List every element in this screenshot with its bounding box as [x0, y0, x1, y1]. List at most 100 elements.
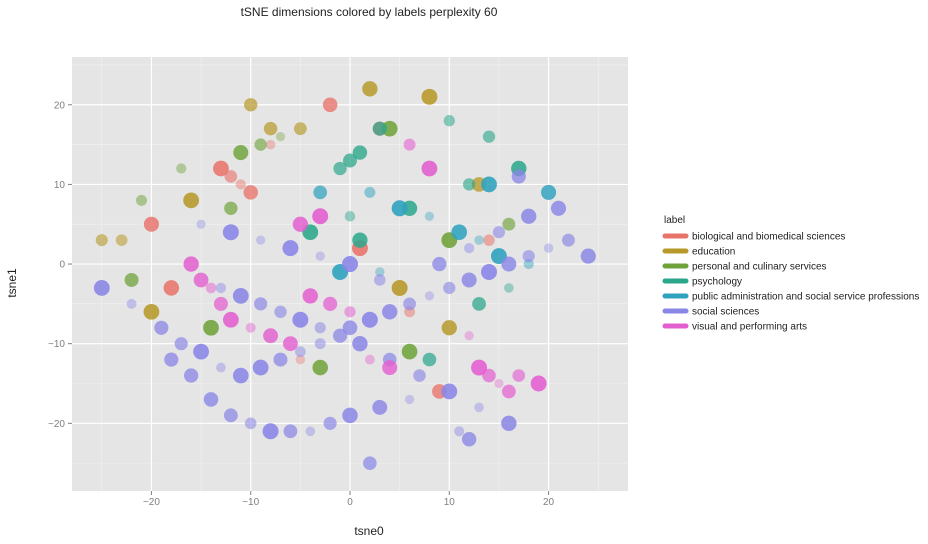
- data-point: [474, 402, 484, 413]
- data-point: [163, 280, 180, 296]
- data-point: [401, 343, 418, 360]
- data-point: [352, 335, 368, 352]
- y-tick-label: 0: [59, 260, 65, 271]
- data-point: [263, 328, 279, 344]
- x-tick-label: −20: [143, 497, 160, 508]
- data-point: [421, 88, 438, 105]
- data-point: [342, 256, 358, 273]
- data-point: [222, 311, 239, 328]
- legend-label: psychology: [692, 277, 742, 288]
- data-point: [441, 320, 457, 336]
- data-point: [313, 185, 328, 200]
- data-point: [273, 352, 288, 367]
- y-axis-ticks: −20 −10 0 10 20: [48, 100, 72, 430]
- data-point: [244, 98, 258, 112]
- major-gridlines: [72, 57, 628, 491]
- data-point: [451, 224, 468, 240]
- data-point: [441, 383, 458, 400]
- data-point: [561, 233, 575, 247]
- data-point: [344, 211, 356, 222]
- data-point: [235, 179, 246, 190]
- data-point: [196, 219, 206, 229]
- data-point: [381, 120, 398, 137]
- data-point: [314, 322, 326, 334]
- data-point: [275, 132, 286, 142]
- data-point: [312, 208, 329, 225]
- data-point: [501, 415, 517, 432]
- data-point: [256, 235, 266, 245]
- data-point: [315, 251, 325, 261]
- data-point: [362, 81, 378, 97]
- y-tick-label: 20: [54, 100, 66, 111]
- data-point: [403, 138, 416, 151]
- data-point: [254, 297, 268, 311]
- data-point: [254, 138, 267, 151]
- data-point: [521, 208, 537, 224]
- data-point: [232, 287, 249, 304]
- data-point: [522, 249, 535, 263]
- data-point: [314, 338, 326, 350]
- data-point: [375, 267, 385, 277]
- chart-title: tSNE dimensions colored by labels perple…: [241, 5, 498, 19]
- data-point: [215, 282, 227, 294]
- data-point: [143, 216, 159, 232]
- data-point: [265, 139, 276, 150]
- data-point: [443, 115, 455, 127]
- data-point: [372, 121, 387, 136]
- data-point: [115, 234, 128, 246]
- data-point: [183, 192, 200, 209]
- data-point: [382, 304, 398, 320]
- data-point: [143, 303, 160, 320]
- legend-label: public administration and social service…: [692, 292, 919, 303]
- data-point: [233, 145, 249, 161]
- data-point: [164, 352, 179, 367]
- data-point: [432, 256, 447, 272]
- data-point: [492, 226, 506, 239]
- legend-label: biological and biomedical sciences: [692, 232, 845, 243]
- data-point: [391, 279, 408, 296]
- data-point: [501, 256, 517, 272]
- data-point: [282, 240, 299, 257]
- data-point: [543, 243, 554, 253]
- data-point: [541, 184, 557, 200]
- data-point: [474, 235, 484, 245]
- data-point: [135, 194, 148, 206]
- data-point: [283, 336, 298, 352]
- data-point: [323, 416, 337, 430]
- data-point: [213, 160, 229, 177]
- data-point: [352, 232, 368, 248]
- data-point: [223, 408, 238, 423]
- data-point: [424, 291, 435, 301]
- data-point: [213, 296, 228, 311]
- data-point: [494, 378, 504, 389]
- data-point: [344, 306, 356, 318]
- data-point: [374, 274, 386, 286]
- y-tick-label: −10: [48, 339, 65, 350]
- data-point: [93, 279, 110, 296]
- data-point: [193, 272, 209, 288]
- data-point: [464, 331, 474, 341]
- data-point: [302, 288, 318, 304]
- legend-title: label: [664, 215, 685, 226]
- data-point: [403, 297, 416, 311]
- data-point: [454, 426, 465, 437]
- data-point: [224, 170, 238, 183]
- data-point: [372, 399, 388, 415]
- data-point: [502, 217, 516, 231]
- data-point: [263, 121, 278, 136]
- data-point: [232, 367, 249, 384]
- data-point: [323, 296, 338, 311]
- data-point: [342, 320, 358, 336]
- data-point: [252, 359, 269, 376]
- data-point: [95, 234, 108, 247]
- data-point: [580, 248, 596, 264]
- x-axis-ticks: −20 −10 0 10 20: [143, 491, 555, 508]
- data-points: [93, 81, 596, 470]
- legend-label: education: [692, 247, 735, 258]
- data-point: [352, 145, 368, 160]
- legend-label: social sciences: [692, 307, 759, 318]
- data-point: [203, 392, 219, 407]
- data-point: [274, 305, 287, 319]
- legend-label: personal and culinary services: [692, 262, 827, 273]
